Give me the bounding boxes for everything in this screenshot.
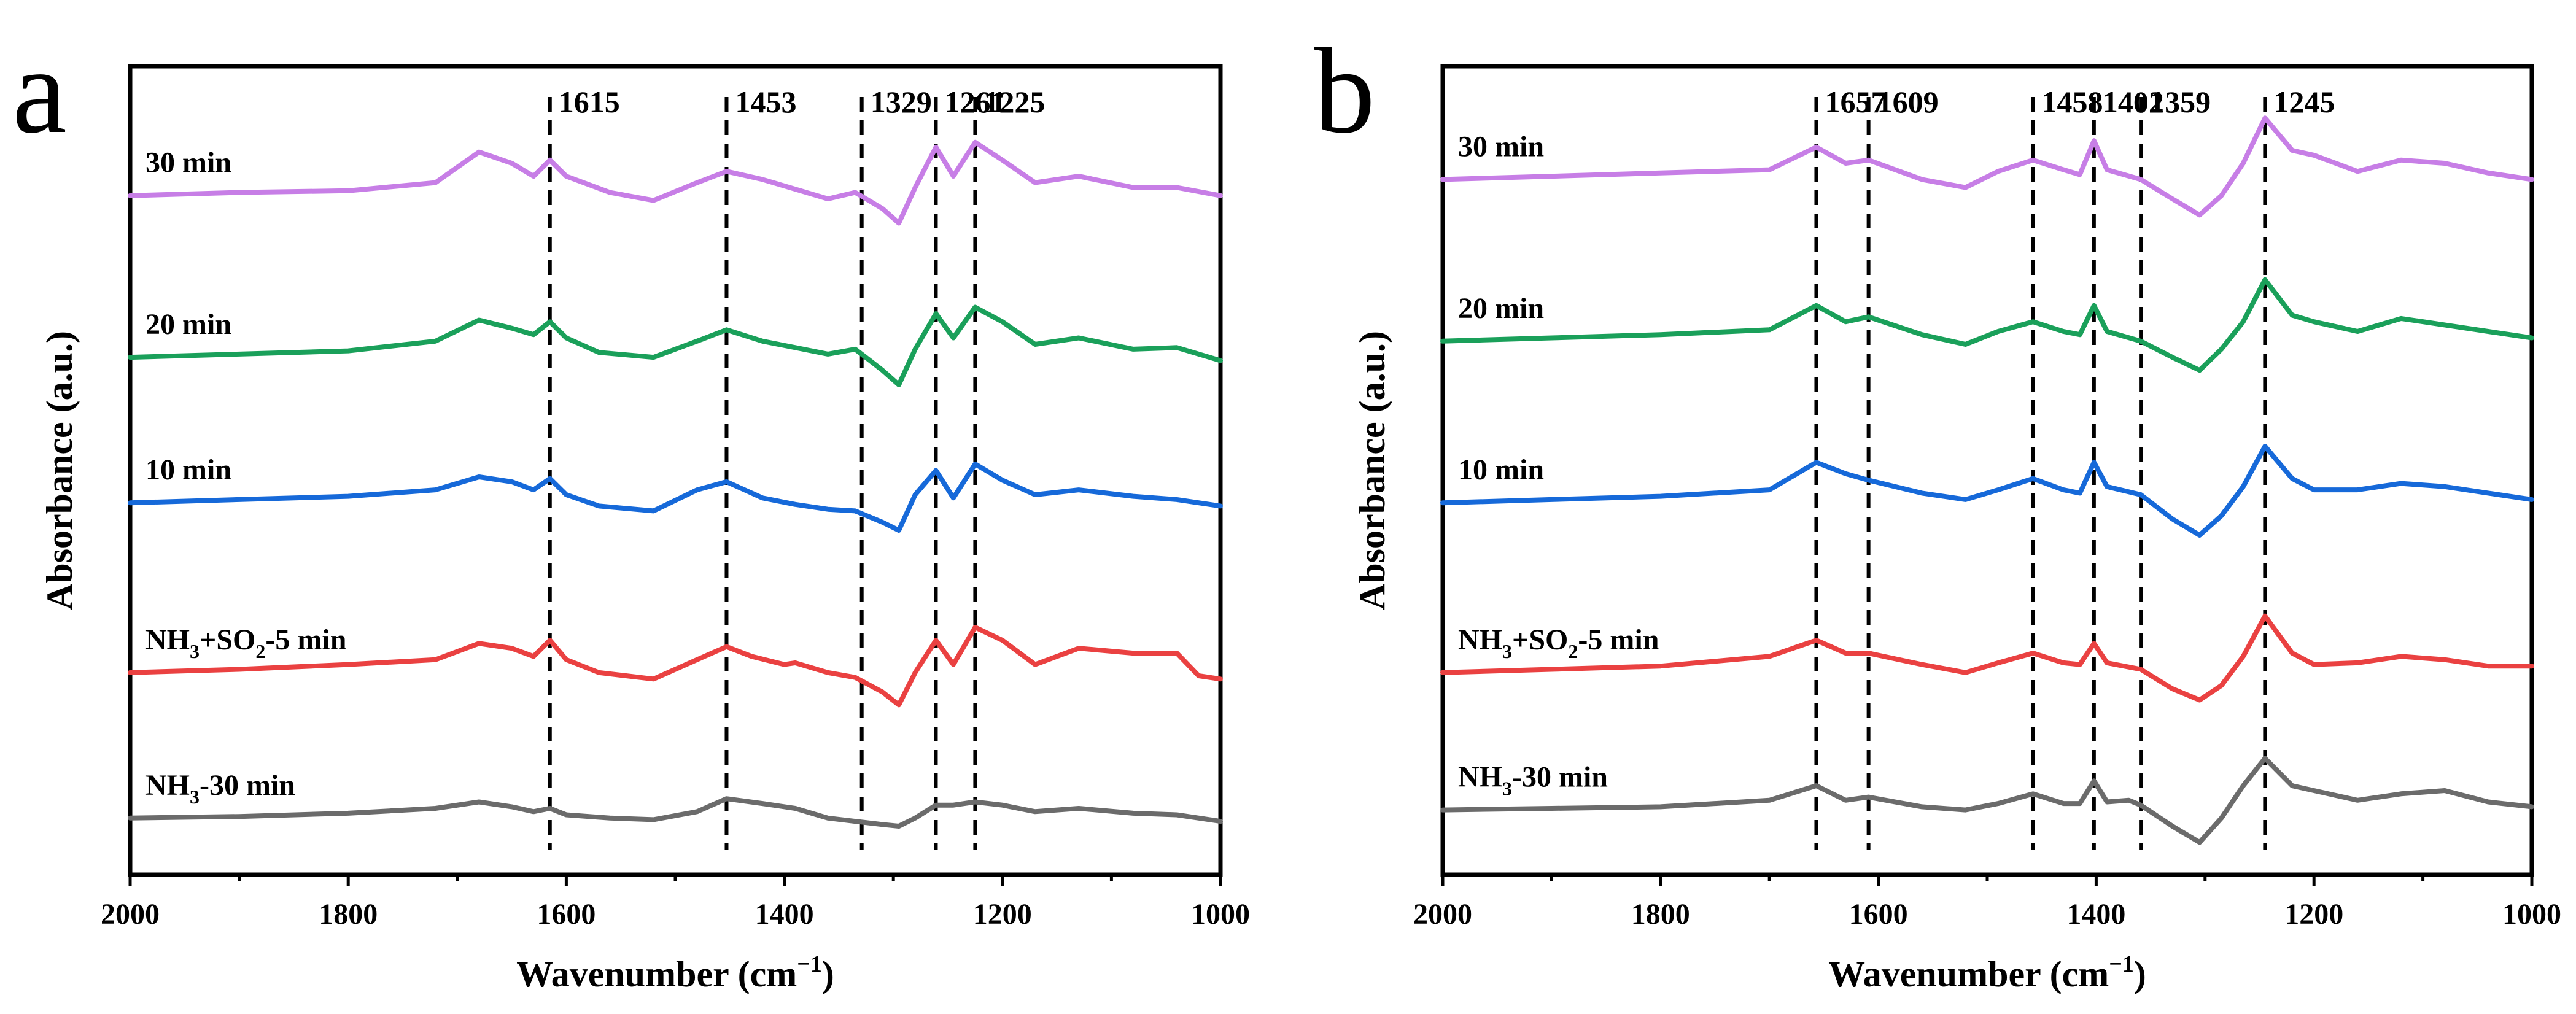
- x-tick-label: 1200: [973, 898, 1032, 931]
- series-line-0: [128, 139, 1223, 226]
- peak-label-1329: 1329: [871, 85, 932, 119]
- series-label-1: 20 min: [145, 308, 231, 341]
- x-tick-label: 1800: [1631, 898, 1690, 931]
- panel-letter: b: [1314, 23, 1375, 159]
- plot-frame: [128, 64, 1223, 877]
- x-axis-title: Wavenumber (cm−1): [516, 951, 834, 994]
- series-label-text: NH: [145, 624, 190, 656]
- series-label-text: +SO: [200, 624, 255, 656]
- x-axis-title: Wavenumber (cm−1): [1828, 951, 2146, 994]
- x-tick-label: 2000: [1413, 898, 1472, 931]
- series-label-0: 30 min: [1458, 130, 1544, 163]
- x-axis-title-sup: −1: [2109, 951, 2134, 977]
- series-label-text: NH: [145, 769, 190, 802]
- x-tick-label: 1200: [2284, 898, 2343, 931]
- series-line-1: [128, 304, 1223, 387]
- series-label-4: NH3-30 min: [145, 769, 295, 808]
- series-label-subscript: 3: [190, 640, 200, 662]
- series-label-text: 30 min: [145, 147, 231, 179]
- x-tick-label: 1400: [755, 898, 814, 931]
- x-axis-title-end: ): [2134, 954, 2146, 994]
- series-label-subscript: 3: [190, 786, 200, 808]
- series-label-text: -30 min: [200, 769, 295, 802]
- series-label-subscript: 2: [255, 640, 265, 662]
- peak-label-1453: 1453: [735, 85, 796, 119]
- x-tick-label: 1000: [2502, 898, 2561, 931]
- peak-label-1609: 1609: [1877, 85, 1939, 119]
- x-tick-label: 1600: [537, 898, 596, 931]
- x-axis-title-end: ): [822, 954, 834, 994]
- peak-label-1657: 1657: [1825, 85, 1886, 119]
- peak-label-1402: 1402: [2103, 85, 2164, 119]
- chart-panel-b: b 2000 1800 1600 1400 1200 1000 Wavenumber (cm−…: [1314, 23, 2561, 994]
- plot-frame: [1440, 64, 2534, 877]
- series-label-text: 20 min: [1458, 292, 1544, 325]
- series-line-3: [1440, 613, 2534, 703]
- series-label-text: -5 min: [265, 624, 346, 656]
- x-tick-label: 1800: [319, 898, 378, 931]
- x-axis-title-sup: −1: [797, 951, 822, 977]
- peak-label-1359: 1359: [2149, 85, 2211, 119]
- series-label-text: -5 min: [1578, 624, 1659, 656]
- series-label-subscript: 3: [1502, 640, 1512, 662]
- x-tick-label: 1000: [1191, 898, 1250, 931]
- peak-label-1615: 1615: [559, 85, 620, 119]
- series-line-0: [1440, 115, 2534, 218]
- series-label-text: NH: [1458, 624, 1502, 656]
- series-label-text: 10 min: [145, 454, 231, 486]
- series-label-text: NH: [1458, 761, 1502, 794]
- series-label-subscript: 2: [1568, 640, 1578, 662]
- x-axis-title-main: Wavenumber (cm: [516, 954, 797, 994]
- series-label-text: -30 min: [1512, 761, 1608, 794]
- series-label-2: 10 min: [1458, 454, 1544, 486]
- series-label-text: +SO: [1512, 624, 1568, 656]
- series-label-2: 10 min: [145, 454, 231, 486]
- peak-label-1245: 1245: [2273, 85, 2335, 119]
- series-label-text: 10 min: [1458, 454, 1544, 486]
- series-line-4: [1440, 756, 2534, 845]
- series-label-subscript: 3: [1502, 778, 1512, 800]
- series-label-3: NH3+SO2-5 min: [145, 624, 346, 662]
- series-label-text: 20 min: [145, 308, 231, 341]
- x-axis-title-main: Wavenumber (cm: [1828, 954, 2109, 994]
- y-axis-title: Absorbance (a.u.): [39, 331, 80, 610]
- series-label-text: 30 min: [1458, 130, 1544, 163]
- series-line-2: [1440, 444, 2534, 538]
- chart-panel-a: a 2000 1800 1600 1400 1200 1000 Wavenumber (cm−…: [12, 23, 1250, 994]
- panel-letter: a: [12, 23, 67, 159]
- y-axis-title: Absorbance (a.u.): [1352, 331, 1392, 610]
- series-line-1: [1440, 277, 2534, 373]
- peak-label-1225: 1225: [983, 85, 1045, 119]
- x-tick-label: 1600: [1849, 898, 1908, 931]
- series-line-3: [128, 625, 1223, 708]
- series-label-0: 30 min: [145, 147, 231, 179]
- series-label-4: NH3-30 min: [1458, 761, 1608, 800]
- series-line-4: [128, 796, 1223, 829]
- series-line-2: [128, 462, 1223, 533]
- x-tick-label: 2000: [101, 898, 160, 931]
- series-label-3: NH3+SO2-5 min: [1458, 624, 1659, 662]
- x-tick-label: 1400: [2066, 898, 2125, 931]
- series-label-1: 20 min: [1458, 292, 1544, 325]
